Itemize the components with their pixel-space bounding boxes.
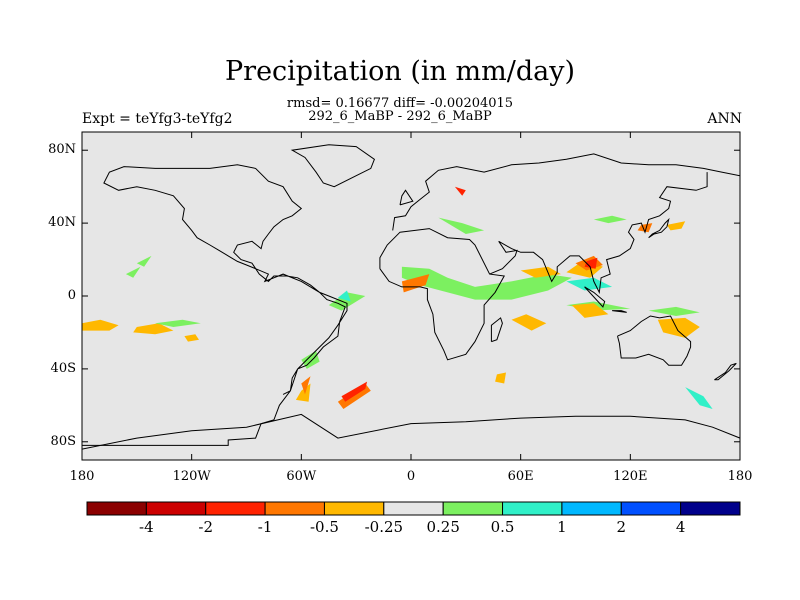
region--0.5-22: [666, 221, 686, 231]
colorbar-box-8: [561, 501, 622, 516]
region--0.5-0: [82, 319, 119, 331]
region-0.5-8: [648, 306, 700, 316]
coastline-6: [490, 317, 503, 343]
xtick-label-4: 60E: [507, 469, 534, 484]
coastline-12: [714, 362, 737, 381]
colorbar-label-0: -4: [139, 518, 154, 536]
xtick-label-0: 180: [69, 469, 95, 484]
coastline-1: [290, 144, 376, 188]
colorbar-box-1: [145, 501, 207, 516]
case-label: 292_6_MaBP - 292_6_MaBP: [308, 109, 492, 124]
region--1-25: [637, 223, 653, 233]
region--0.5-20: [657, 317, 700, 338]
region--0.5-18: [511, 314, 547, 331]
ytick-label-4: 80S: [50, 433, 76, 449]
ytick-label-0: 80N: [48, 142, 76, 158]
colorbar-box-0: [86, 501, 147, 516]
region--2-30: [341, 381, 368, 402]
region--0.5-19: [571, 303, 609, 318]
colorbar: [86, 501, 741, 516]
colorbar-label-1: -2: [198, 518, 214, 536]
colorbar-box-2: [205, 501, 266, 516]
region-0.5-6: [401, 266, 572, 300]
colorbar-box-7: [502, 501, 563, 516]
coastline-3: [379, 228, 505, 361]
region-1-13: [566, 277, 613, 291]
colorbar-box-6: [442, 501, 504, 516]
coastline-9: [648, 217, 670, 239]
region--2-31: [454, 186, 466, 196]
region--0.5-23: [495, 372, 506, 384]
coastline-2: [392, 153, 740, 231]
coastline-7: [584, 286, 606, 308]
coastline-5: [617, 315, 692, 366]
xtick-label-2: 60W: [286, 469, 317, 484]
region--1-27: [301, 376, 311, 395]
colorbar-box-10: [680, 501, 741, 516]
chart-title: Precipitation (in mm/day): [225, 56, 575, 87]
region-0.5-7: [566, 301, 631, 311]
region-0.5-11: [438, 217, 485, 234]
coastline-11: [82, 413, 740, 450]
region-0.5-3: [155, 319, 201, 327]
axis-ticks: [81, 132, 741, 460]
coastline-10: [399, 189, 414, 206]
xtick-label-1: 120W: [172, 469, 211, 484]
colorbar-label-8: 2: [616, 518, 627, 536]
coastline-0: [82, 164, 348, 446]
region-0.5-9: [328, 292, 366, 311]
region-0.5-10: [301, 350, 320, 369]
experiment-label: Expt = teYfg3-teYfg2: [82, 111, 233, 127]
region--0.5-1: [133, 323, 174, 335]
region-1-15: [685, 387, 713, 409]
ytick-label-1: 40N: [48, 215, 76, 231]
anomaly-regions: [82, 186, 713, 409]
coastline-4: [489, 172, 708, 295]
xtick-label-5: 120E: [613, 469, 648, 484]
colorbar-label-2: -1: [257, 518, 273, 536]
colorbar-label-3: -0.5: [309, 518, 339, 536]
colorbar-label-7: 1: [557, 518, 567, 536]
region-0.5-5: [125, 266, 141, 278]
ytick-label-3: 40S: [50, 360, 76, 376]
region--0.5-2: [184, 334, 199, 342]
coastlines: [82, 144, 740, 450]
ytick-label-2: 0: [67, 288, 76, 303]
colorbar-box-4: [323, 501, 385, 516]
colorbar-label-9: 4: [675, 518, 686, 536]
colorbar-label-4: -0.25: [364, 518, 404, 536]
region--1-28: [401, 274, 430, 293]
xtick-label-3: 0: [406, 469, 416, 484]
coastline-8: [612, 310, 627, 313]
season-label: ANN: [707, 111, 742, 127]
rmsd-diff-stats: rmsd= 0.16677 diff= -0.00204015: [286, 96, 514, 111]
colorbar-box-3: [264, 501, 325, 516]
region--0.5-17: [520, 266, 561, 278]
colorbar-label-6: 0.5: [490, 518, 515, 536]
colorbar-box-9: [620, 501, 682, 516]
region-1-14: [337, 290, 351, 302]
region-0.5-12: [593, 215, 627, 224]
region-0.5-4: [136, 255, 152, 267]
region--2-29: [584, 257, 598, 269]
xtick-label-6: 180: [727, 469, 753, 484]
colorbar-label-5: 0.25: [426, 518, 460, 536]
map-background: [82, 132, 740, 460]
colorbar-box-5: [383, 501, 444, 516]
